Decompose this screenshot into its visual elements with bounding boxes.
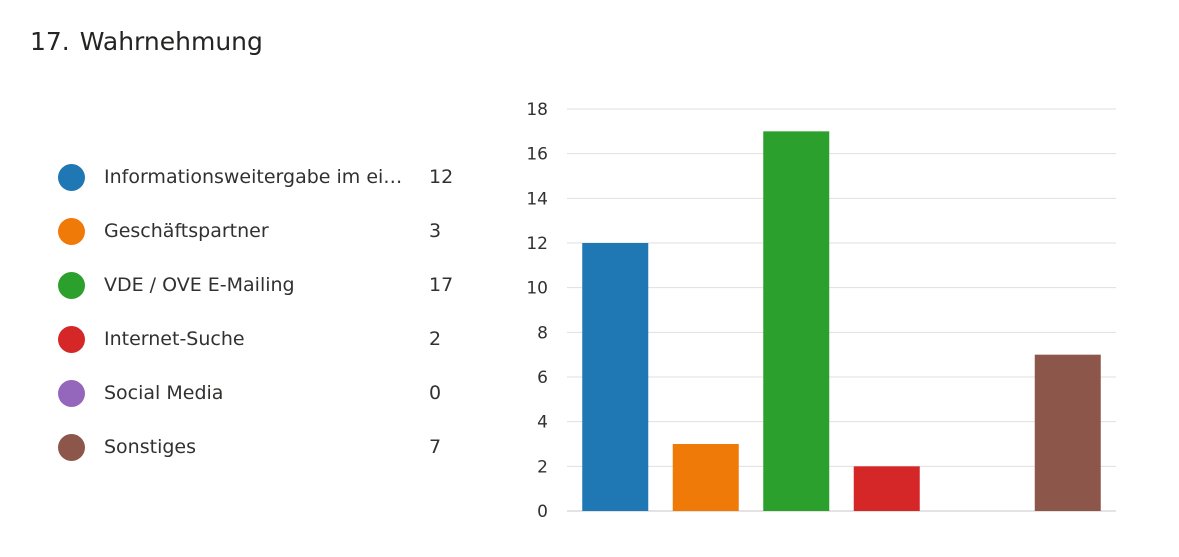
legend-color-dot [58, 379, 85, 407]
legend-color-dot [58, 433, 85, 461]
y-tick-label: 18 [526, 100, 548, 120]
bar[interactable] [763, 131, 830, 512]
y-tick-label: 0 [537, 502, 548, 522]
question-text: Wahrnehmung [79, 27, 263, 56]
legend-item: Informationsweitergabe im eigenen Untern… [58, 150, 468, 204]
bar[interactable] [1034, 354, 1101, 511]
legend-color-dot [58, 163, 85, 191]
y-tick-label: 14 [526, 189, 548, 209]
bar[interactable] [582, 243, 649, 511]
y-tick-label: 4 [537, 413, 548, 433]
question-number: 17. [30, 27, 70, 56]
bar[interactable] [853, 466, 920, 511]
y-tick-label: 12 [526, 234, 548, 254]
y-tick-label: 16 [526, 145, 548, 165]
legend-color-dot [58, 217, 85, 245]
legend-item: Geschäftspartner 3 [58, 204, 468, 258]
y-tick-label: 6 [537, 368, 548, 388]
legend-count: 7 [429, 436, 442, 458]
y-tick-label: 8 [537, 323, 548, 343]
legend-count: 17 [429, 274, 454, 296]
legend-item: Social Media 0 [58, 366, 468, 420]
legend-count: 0 [429, 382, 442, 404]
y-tick-label: 2 [537, 457, 548, 477]
legend-item: Internet-Suche 2 [58, 312, 468, 366]
legend-item: VDE / OVE E-Mailing 17 [58, 258, 468, 312]
legend-count: 2 [429, 328, 442, 350]
question-title: 17. Wahrnehmung [30, 24, 263, 60]
legend-color-dot [58, 325, 85, 353]
legend-count: 3 [429, 220, 442, 242]
legend-item: Sonstiges 7 [58, 420, 468, 474]
legend-count: 12 [429, 166, 454, 188]
legend-color-dot [58, 271, 85, 299]
chart-legend: Informationsweitergabe im eigenen Untern… [58, 150, 468, 474]
y-tick-label: 10 [526, 279, 548, 299]
bar[interactable] [672, 444, 739, 511]
